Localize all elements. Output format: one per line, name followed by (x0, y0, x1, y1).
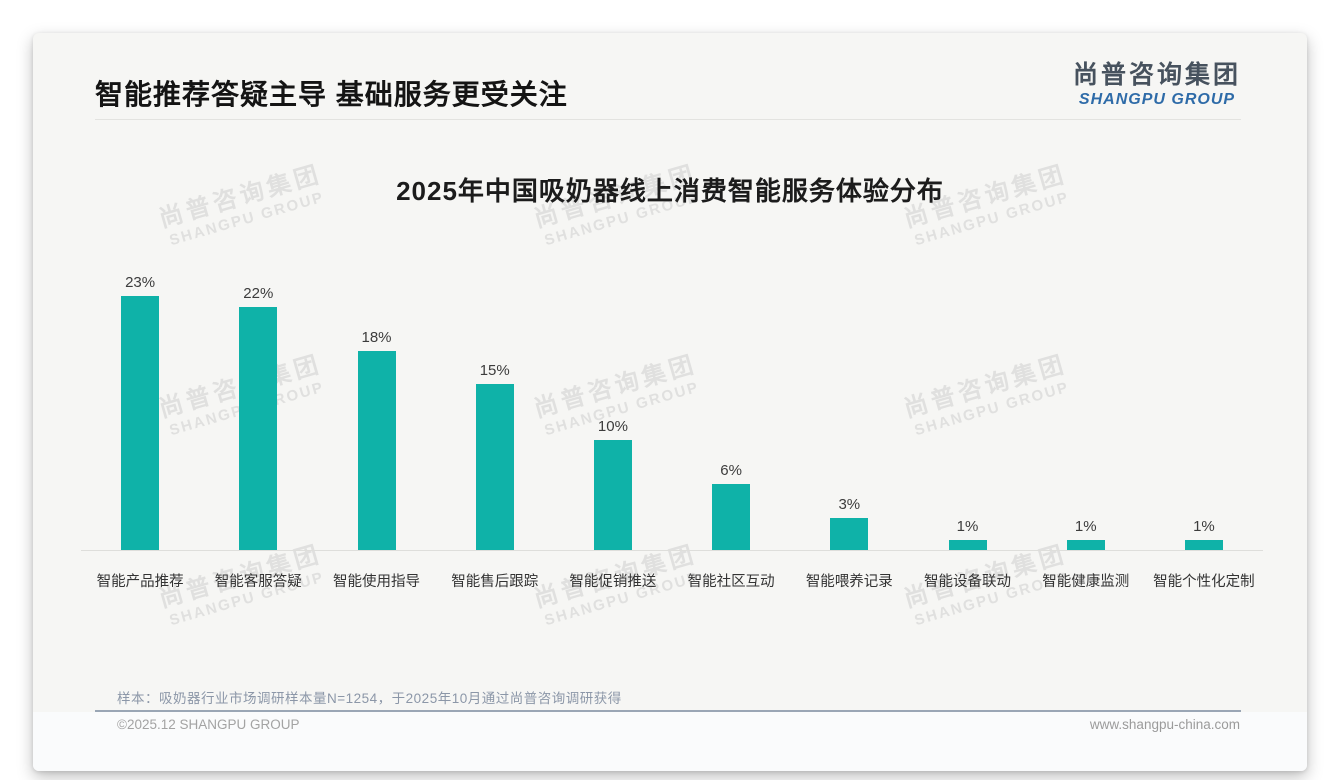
category-label: 智能产品推荐 (96, 574, 184, 590)
bar-group: 1% (1145, 518, 1263, 551)
footer-strip (33, 712, 1307, 771)
bar-value-label: 23% (125, 274, 156, 291)
category-label: 智能促销推送 (569, 574, 657, 590)
bar-group: 23% (81, 274, 199, 551)
page-title: 智能推荐答疑主导 基础服务更受关注 (95, 79, 568, 110)
category-label: 智能社区互动 (687, 574, 775, 590)
category-label: 智能客服答疑 (214, 574, 302, 590)
logo-en-text: SHANGPU GROUP (1078, 91, 1236, 108)
bar-group: 3% (790, 496, 908, 551)
bar (121, 296, 160, 551)
category-label: 智能个性化定制 (1153, 574, 1255, 590)
bar-group: 22% (199, 285, 317, 551)
category-label: 智能使用指导 (333, 574, 420, 590)
category-label: 智能喂养记录 (805, 574, 893, 590)
bar-chart: 23% 22% 18% 15% 10% 6% 3% 1% 1% 1% (81, 273, 1263, 551)
bar-value-label: 22% (243, 285, 274, 302)
bar (1184, 540, 1223, 551)
bar (475, 384, 514, 551)
slide-content: 智能推荐答疑主导 基础服务更受关注 尚普咨询集团 SHANGPU GROUP 2… (33, 33, 1307, 771)
bar-value-label: 18% (361, 329, 392, 346)
company-logo: 尚普咨询集团 SHANGPU GROUP (1073, 55, 1241, 109)
slide-card: 尚普咨询集团 SHANGPU GROUP 尚普咨询集团 SHANGPU GROUP 尚普… (33, 33, 1307, 771)
bar (830, 518, 869, 551)
header-divider (95, 119, 1241, 120)
category-label: 智能健康监测 (1042, 574, 1130, 590)
bar-group: 18% (317, 329, 435, 551)
bar-value-label: 1% (1193, 518, 1215, 535)
bar-value-label: 10% (597, 418, 628, 435)
bar-value-label: 1% (1074, 518, 1097, 535)
bar-group: 1% (1027, 518, 1145, 551)
x-axis-line (81, 550, 1263, 551)
bar (948, 540, 987, 551)
bar-value-label: 1% (956, 518, 979, 535)
category-label: 智能售后跟踪 (451, 574, 539, 590)
category-label: 智能设备联动 (924, 574, 1012, 590)
footer-divider (95, 710, 1241, 712)
logo-cn-text: 尚普咨询集团 (1072, 61, 1241, 89)
chart-title: 2025年中国吸奶器线上消费智能服务体验分布 (396, 176, 944, 206)
bar-group: 6% (672, 462, 790, 551)
website-url: www.shangpu-china.com (1089, 717, 1240, 732)
bar-value-label: 3% (838, 496, 861, 513)
bar (712, 484, 751, 551)
sample-note: 样本：吸奶器行业市场调研样本量N=1254，于2025年10月通过尚普咨询调研获… (117, 691, 622, 706)
bar (593, 440, 632, 551)
bar-group: 10% (554, 418, 672, 551)
bar (1066, 540, 1105, 551)
copyright-text: ©2025.12 SHANGPU GROUP (117, 717, 300, 732)
bar (357, 351, 396, 551)
bar-columns: 23% 22% 18% 15% 10% 6% 3% 1% 1% 1% (81, 273, 1263, 551)
bar-group: 15% (436, 362, 554, 551)
bar-value-label: 6% (720, 462, 742, 479)
bar-value-label: 15% (479, 362, 510, 379)
bar (239, 307, 278, 551)
bar-group: 1% (908, 518, 1026, 551)
x-axis-labels: 智能产品推荐 智能客服答疑 智能使用指导 智能售后跟踪 智能促销推送 智能社区互动 智能喂养… (81, 570, 1263, 591)
